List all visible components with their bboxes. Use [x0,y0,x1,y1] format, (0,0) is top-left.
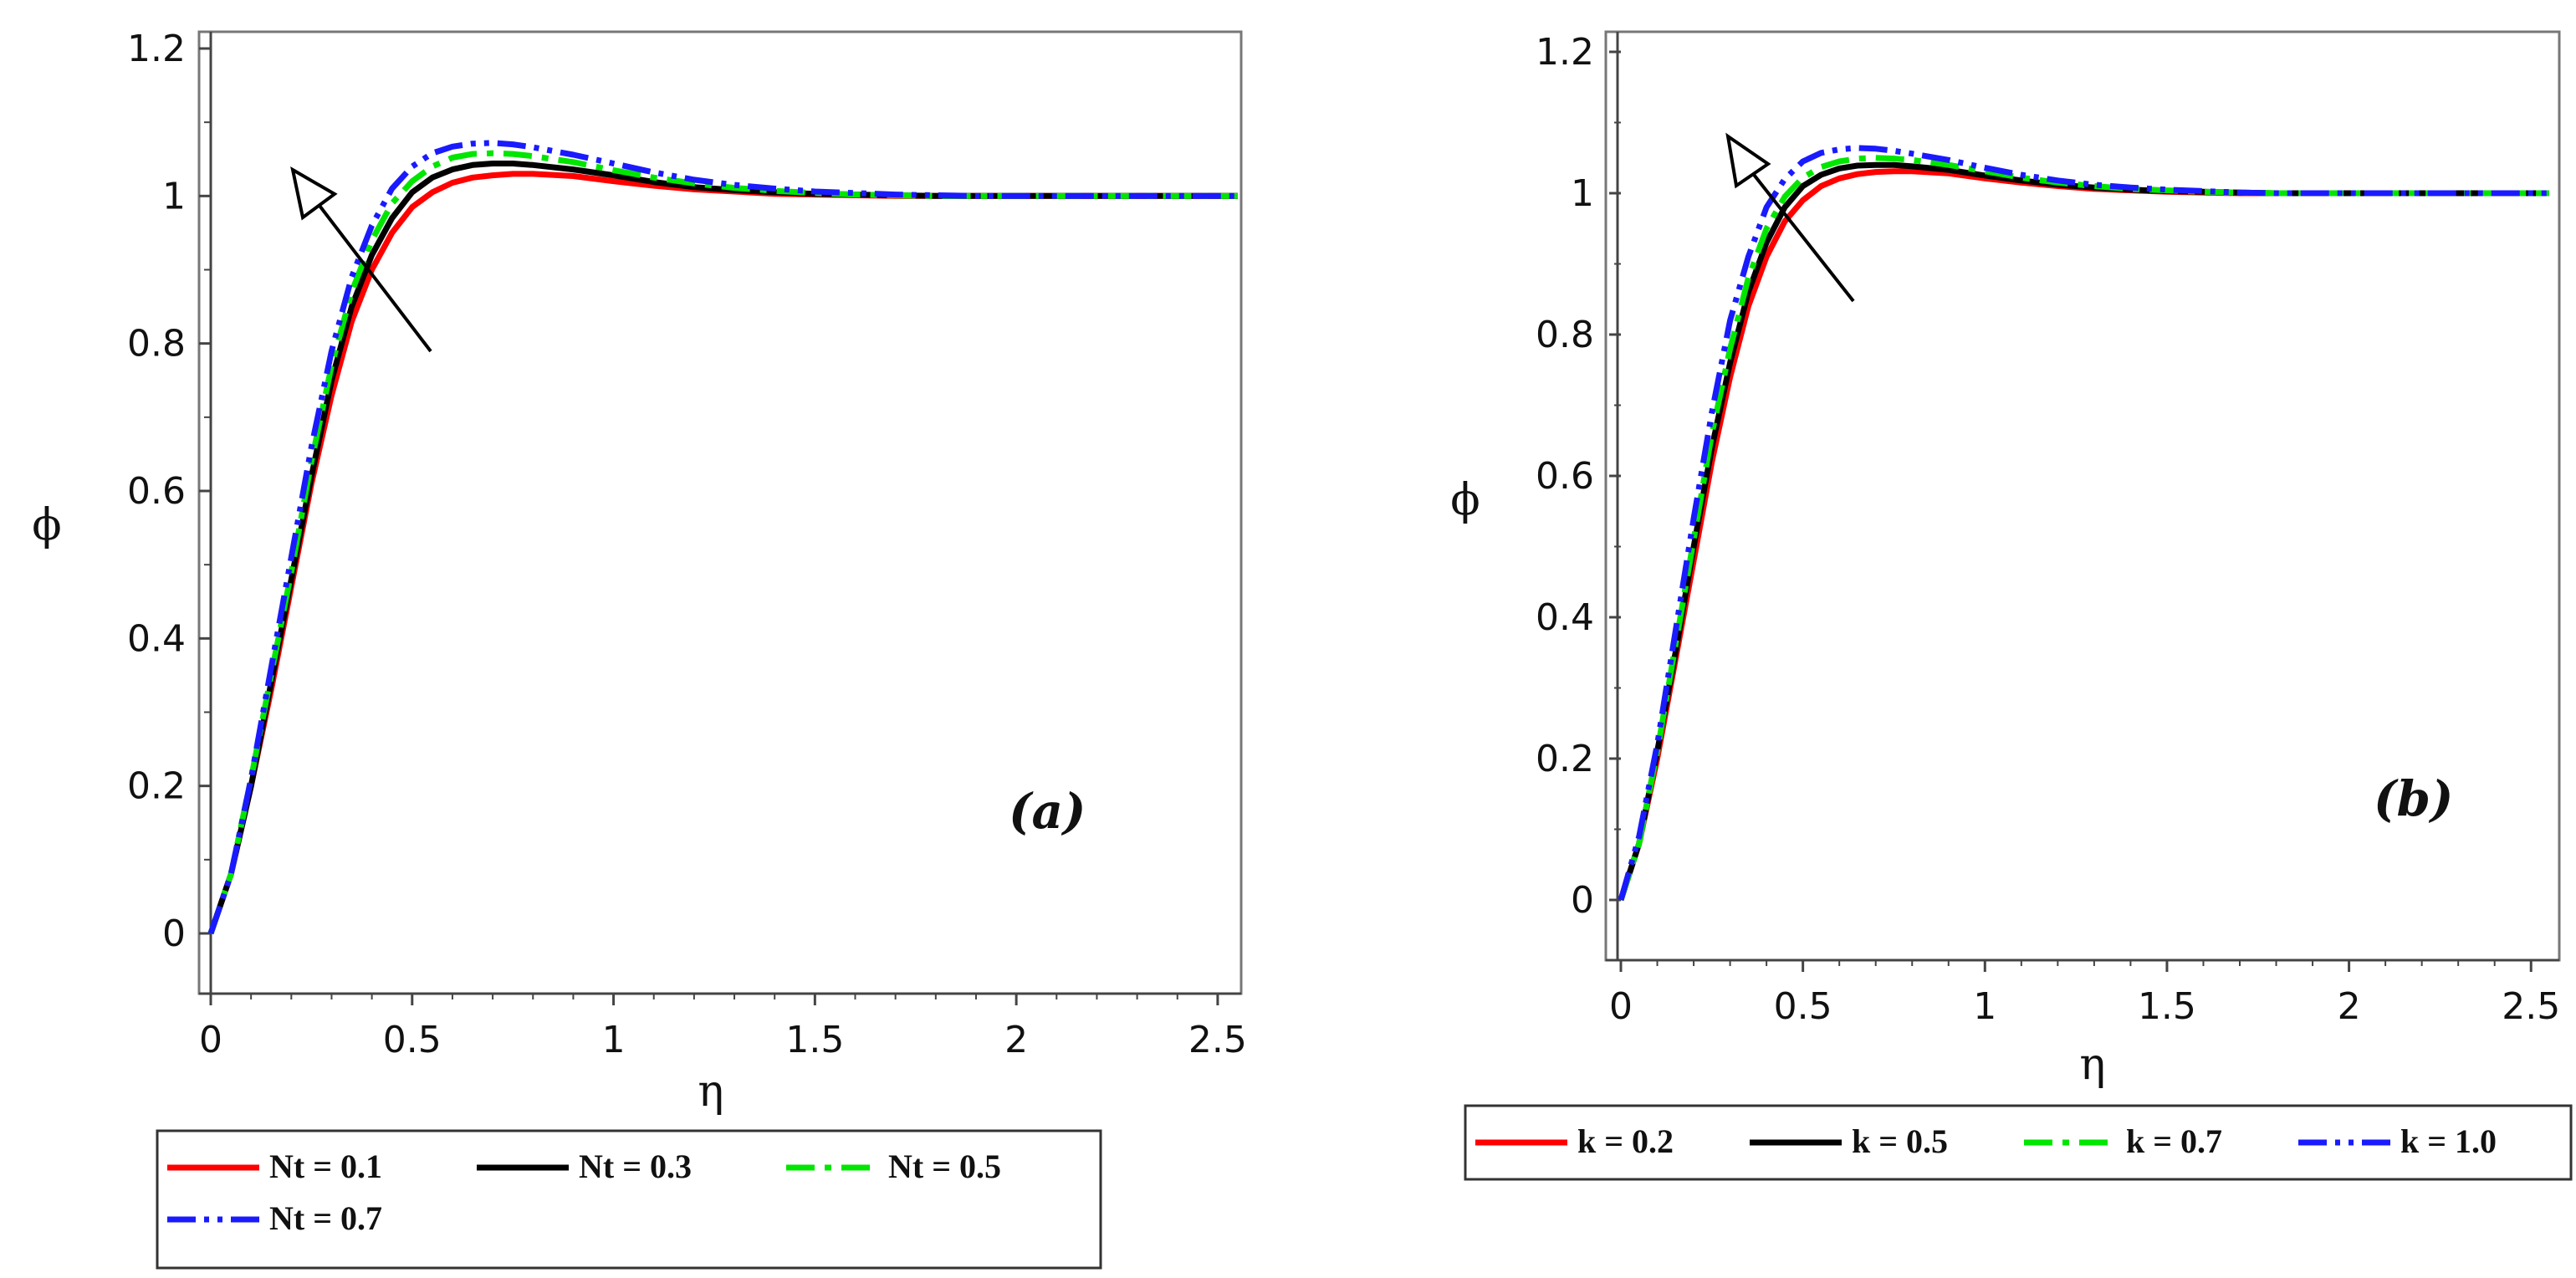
x-tick-label-b-1: 0.5 [1774,985,1832,1028]
y-tick-label-a-0: 0 [162,912,186,955]
x-ticks-a: 0 0.5 1 1.5 2 2.5 [199,994,1247,1061]
y-tick-label-a-4: 0.8 [127,323,186,366]
x-tick-label-b-5: 2.5 [2502,985,2560,1028]
panel-label-b: (b) [2374,770,2453,827]
x-tick-label-a-5: 2.5 [1188,1019,1247,1061]
y-tick-label-b-0: 0 [1571,879,1594,922]
y-tick-label-b-2: 0.4 [1536,596,1594,639]
chart-panel-a: 0 0.2 0.4 0.6 0.8 1 1.2 0 0.5 1 1.5 2 2.5 (a) η ϕ N… [32,28,1247,1270]
legend-label-a-0: Nt = 0.1 [269,1148,382,1185]
y-ticks-b: 0 0.2 0.4 0.6 0.8 1 1.2 [1536,31,1621,922]
y-tick-label-a-2: 0.4 [127,617,186,660]
y-tick-label-a-6: 1.2 [127,28,186,70]
y-tick-label-b-3: 0.6 [1536,455,1594,498]
arrow-b [1725,132,1855,303]
legend-label-b-0: k = 0.2 [1577,1122,1674,1160]
y-axis-label-b: ϕ [1450,475,1480,525]
series-group-a [207,140,1238,935]
series-line-b-3 [1618,145,2549,901]
x-tick-label-a-4: 2 [1004,1019,1028,1061]
x-tick-label-b-2: 1 [1973,985,1996,1028]
legend-label-a-1: Nt = 0.3 [579,1148,692,1185]
legend-box-a [156,1129,1102,1270]
x-tick-label-b-3: 1.5 [2138,985,2196,1028]
legend-a: Nt = 0.1 Nt = 0.3 Nt = 0.5 Nt = 0.7 [156,1129,1102,1270]
series-group-b [1618,145,2549,902]
y-axis-label-a: ϕ [32,500,61,550]
legend-label-b-3: k = 1.0 [2400,1122,2497,1160]
x-tick-label-a-1: 0.5 [383,1019,442,1061]
x-tick-label-b-0: 0 [1609,985,1633,1028]
legend-label-a-2: Nt = 0.5 [888,1148,1001,1185]
chart-panel-b: 0 0.2 0.4 0.6 0.8 1 1.2 0 0.5 1 1.5 2 2.5 (b) η ϕ k… [1450,30,2573,1181]
y-tick-label-a-3: 0.6 [127,470,186,513]
legend-b: k = 0.2 k = 0.5 k = 0.7 k = 1.0 [1464,1104,2573,1181]
y-tick-label-b-5: 1 [1571,172,1594,215]
y-tick-label-a-5: 1 [162,175,186,217]
series-line-b-2 [1618,155,2549,902]
legend-label-a-3: Nt = 0.7 [269,1199,382,1237]
series-line-a-3 [207,140,1238,935]
x-ticks-b: 0 0.5 1 1.5 2 2.5 [1609,960,2560,1028]
y-tick-label-b-4: 0.8 [1536,314,1594,356]
x-tick-label-b-4: 2 [2338,985,2361,1028]
plot-frame-a [197,30,1243,995]
arrow-a [290,166,432,353]
x-tick-label-a-2: 1 [602,1019,626,1061]
y-tick-label-a-1: 0.2 [127,765,186,808]
panel-label-a: (a) [1009,783,1086,840]
series-line-a-1 [207,161,1238,935]
legend-label-b-2: k = 0.7 [2126,1122,2222,1160]
y-tick-label-b-6: 1.2 [1536,31,1594,74]
legend-label-b-1: k = 0.5 [1852,1122,1948,1160]
y-tick-label-b-1: 0.2 [1536,738,1594,780]
x-tick-label-a-3: 1.5 [785,1019,844,1061]
x-axis-label-a: η [698,1066,723,1117]
x-axis-label-b: η [2079,1040,2105,1090]
y-ticks-a: 0 0.2 0.4 0.6 0.8 1 1.2 [127,28,211,955]
x-tick-label-a-0: 0 [199,1019,222,1061]
